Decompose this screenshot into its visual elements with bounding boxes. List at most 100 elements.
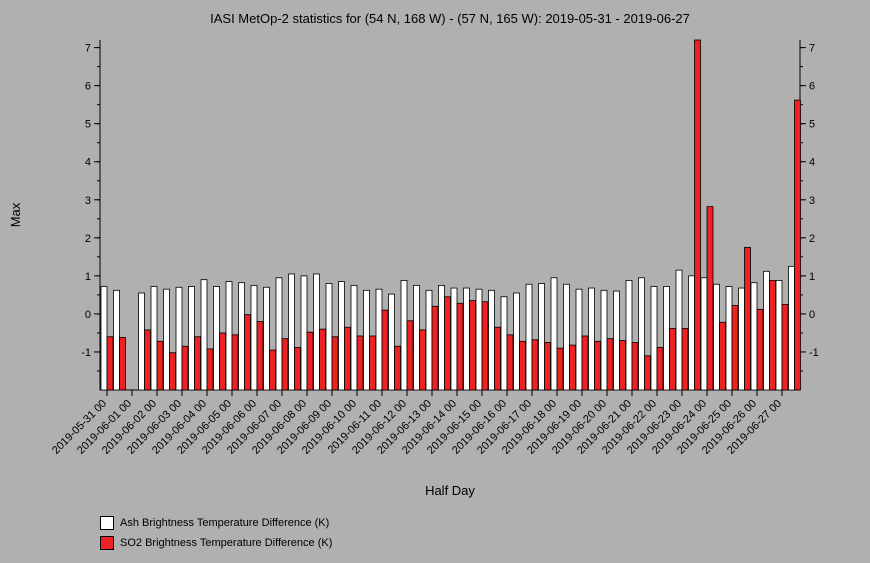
ash-bar xyxy=(613,290,620,391)
so2-bar xyxy=(744,246,751,391)
so2-bar xyxy=(619,340,626,391)
ash-bar xyxy=(650,286,658,391)
ash-bar xyxy=(550,277,558,391)
so2-bar xyxy=(206,348,214,391)
ash-bar xyxy=(713,283,720,391)
y-tick-label-right: -1 xyxy=(809,347,819,359)
ash-bar xyxy=(425,289,433,391)
ash-bar xyxy=(438,284,445,391)
x-axis-label: Half Day xyxy=(425,483,475,498)
so2-bar xyxy=(331,336,339,391)
ash-bar xyxy=(625,280,633,391)
so2-bar xyxy=(356,335,364,391)
legend-item-so2: SO2 Brightness Temperature Difference (K… xyxy=(100,533,332,553)
so2-bar xyxy=(644,355,651,391)
y-tick-label-left: 1 xyxy=(85,271,91,283)
ash-bar xyxy=(363,289,370,391)
ash-bar xyxy=(675,269,683,391)
so2-bar xyxy=(156,340,164,391)
so2-bar xyxy=(606,338,614,391)
y-tick-label-right: 0 xyxy=(809,309,815,321)
ash-bar xyxy=(500,296,508,391)
bars xyxy=(100,39,801,391)
so2-bar xyxy=(431,305,439,391)
ash-bar xyxy=(288,273,295,391)
ash-bar xyxy=(300,275,308,391)
ash-bar xyxy=(100,286,108,391)
ash-bar xyxy=(138,292,145,391)
ash-bar xyxy=(688,275,695,391)
ash-bar xyxy=(163,288,170,391)
y-tick-label-left: 7 xyxy=(85,43,91,55)
so2-bar xyxy=(344,326,351,391)
so2-bar xyxy=(481,301,489,391)
ash-bar xyxy=(250,284,258,391)
so2-bar xyxy=(544,342,551,391)
so2-bar xyxy=(494,326,501,391)
ash-bar xyxy=(638,277,645,391)
ash-bar xyxy=(738,287,745,391)
y-tick-label-right: 2 xyxy=(809,233,815,245)
ash-bar xyxy=(663,286,670,391)
so2-bar xyxy=(756,308,764,391)
legend-item-ash: Ash Brightness Temperature Difference (K… xyxy=(100,513,332,533)
so2-bar xyxy=(231,334,239,391)
so2-bar xyxy=(381,309,389,391)
ash-bar xyxy=(563,283,570,391)
so2-bar xyxy=(569,344,576,391)
so2-bar xyxy=(681,327,689,391)
ash-bar xyxy=(475,288,483,391)
so2-bar xyxy=(319,328,326,391)
so2-bar xyxy=(669,327,676,391)
so2-bar xyxy=(256,321,264,391)
ash-bar xyxy=(313,273,320,391)
so2-bar xyxy=(181,345,189,391)
ash-bar xyxy=(450,287,458,391)
so2-bar xyxy=(531,339,539,391)
ash-bar xyxy=(788,265,795,391)
so2-bar xyxy=(794,99,801,391)
ash-bar xyxy=(750,282,758,391)
y-tick-label-right: 5 xyxy=(809,119,815,131)
y-tick-label-left: 5 xyxy=(85,119,91,131)
ash-bar xyxy=(763,270,770,391)
ash-bar xyxy=(538,283,545,391)
so2-bar xyxy=(269,349,276,391)
ash-bar xyxy=(200,279,208,391)
so2-bar xyxy=(506,334,514,391)
y-tick-label-right: 7 xyxy=(809,43,815,55)
so2-bar xyxy=(469,300,476,391)
ash-bar xyxy=(525,283,533,391)
ash-bar xyxy=(775,280,783,391)
ash-bar xyxy=(325,283,333,391)
y-tick-label-left: 3 xyxy=(85,195,91,207)
so2-bar xyxy=(369,335,376,391)
so2-bar xyxy=(556,347,564,391)
so2-bar xyxy=(106,336,114,391)
so2-bar xyxy=(781,304,789,391)
ash-bar xyxy=(188,286,195,391)
legend-swatch-ash xyxy=(100,516,114,530)
so2-bar xyxy=(219,332,226,391)
ash-bar xyxy=(338,281,345,391)
ash-bar xyxy=(213,286,220,391)
so2-bar xyxy=(731,305,739,391)
legend-label-ash: Ash Brightness Temperature Difference (K… xyxy=(120,517,330,529)
so2-bar xyxy=(119,337,126,391)
y-tick-label-right: 1 xyxy=(809,271,815,283)
ash-bar xyxy=(350,284,358,391)
ash-bar xyxy=(150,286,158,391)
ash-bar xyxy=(725,286,733,391)
legend-label-so2: SO2 Brightness Temperature Difference (K… xyxy=(120,537,333,549)
so2-bar xyxy=(419,329,426,391)
ash-bar xyxy=(275,277,283,391)
ash-bar xyxy=(575,288,583,391)
so2-bar xyxy=(719,321,726,391)
y-axis-label: Max xyxy=(8,202,23,227)
ash-bar xyxy=(463,287,470,391)
so2-bar xyxy=(294,346,301,391)
y-tick-label-right: 4 xyxy=(809,157,815,169)
so2-bar xyxy=(594,340,601,391)
